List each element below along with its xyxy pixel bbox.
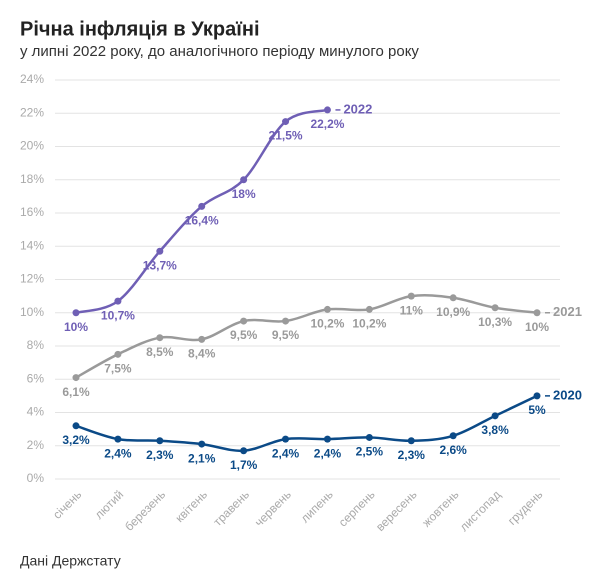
value-label: 8,5%	[146, 345, 174, 359]
legend-label: 2022	[343, 101, 372, 116]
point	[240, 447, 248, 455]
y-tick-label: 10%	[20, 305, 44, 319]
value-label: 10%	[64, 320, 88, 334]
y-tick-label: 4%	[27, 405, 45, 419]
value-label: 21,5%	[269, 129, 303, 143]
value-label: 6,1%	[62, 385, 90, 399]
point	[72, 374, 80, 382]
value-label: 1,7%	[230, 458, 258, 472]
point	[114, 350, 122, 358]
value-label: 2,3%	[398, 448, 426, 462]
x-tick-label: квітень	[172, 487, 210, 525]
point	[156, 247, 164, 255]
value-label: 2,3%	[146, 448, 174, 462]
point	[282, 435, 290, 443]
value-label: 2,1%	[188, 451, 216, 465]
point	[282, 118, 290, 126]
source: Дані Держстату	[20, 553, 121, 569]
x-tick-label: листопад	[457, 487, 504, 534]
value-label: 9,5%	[230, 328, 258, 342]
y-tick-label: 2%	[27, 438, 45, 452]
value-label: 7,5%	[104, 361, 132, 375]
value-label: 5%	[528, 403, 546, 417]
x-tick-label: травень	[211, 487, 252, 528]
y-tick-label: 24%	[20, 72, 44, 86]
legend-label: 2020	[553, 387, 582, 402]
value-label: 10,2%	[310, 317, 344, 331]
point	[114, 297, 122, 305]
value-label: 2,4%	[272, 446, 300, 460]
point	[449, 432, 457, 440]
x-tick-label: серпень	[336, 487, 378, 529]
legend-label: 2021	[553, 304, 582, 319]
y-tick-label: 20%	[20, 139, 44, 153]
point	[491, 412, 499, 420]
y-tick-label: 22%	[20, 105, 44, 119]
x-tick-label: березень	[122, 487, 168, 533]
x-tick-label: грудень	[505, 487, 545, 527]
point	[198, 335, 206, 343]
value-label: 2,5%	[356, 445, 384, 459]
value-label: 3,2%	[62, 433, 90, 447]
x-tick-label: жовтень	[419, 487, 461, 529]
value-label: 22,2%	[310, 117, 344, 131]
y-tick-label: 0%	[27, 471, 45, 485]
value-label: 2,6%	[440, 443, 468, 457]
x-tick-label: вересень	[373, 487, 420, 534]
point	[491, 304, 499, 312]
y-tick-label: 14%	[20, 238, 44, 252]
point	[407, 437, 415, 445]
point	[282, 317, 290, 325]
y-tick-label: 18%	[20, 172, 44, 186]
y-tick-label: 8%	[27, 338, 45, 352]
point	[323, 106, 331, 114]
value-label: 18%	[232, 187, 256, 201]
value-label: 13,7%	[143, 258, 177, 272]
point	[198, 440, 206, 448]
point	[449, 294, 457, 302]
point	[240, 176, 248, 184]
point	[72, 309, 80, 317]
x-tick-label: лютий	[92, 487, 126, 521]
point	[156, 334, 164, 342]
point	[156, 437, 164, 445]
y-tick-label: 6%	[27, 371, 45, 385]
point	[323, 305, 331, 313]
chart-title: Річна інфляція в Україні	[20, 18, 260, 40]
value-label: 9,5%	[272, 328, 300, 342]
value-label: 8,4%	[188, 347, 216, 361]
series-line	[75, 294, 538, 379]
point	[365, 305, 373, 313]
value-label: 3,8%	[481, 423, 509, 437]
value-label: 10%	[525, 320, 549, 334]
point	[323, 435, 331, 443]
point	[72, 422, 80, 430]
point	[114, 435, 122, 443]
y-tick-label: 12%	[20, 272, 44, 286]
y-tick-label: 16%	[20, 205, 44, 219]
point	[365, 433, 373, 441]
point	[533, 392, 541, 400]
series-line	[75, 394, 538, 453]
value-label: 2,4%	[314, 446, 342, 460]
value-label: 10,9%	[436, 305, 470, 319]
x-tick-label: січень	[50, 487, 84, 521]
value-label: 2,4%	[104, 446, 132, 460]
value-label: 10,7%	[101, 308, 135, 322]
point	[240, 317, 248, 325]
value-label: 10,3%	[478, 315, 512, 329]
point	[407, 292, 415, 300]
value-label: 16,4%	[185, 214, 219, 228]
value-label: 10,2%	[352, 317, 386, 331]
x-tick-label: липень	[298, 487, 336, 525]
chart-subtitle: у липні 2022 року, до аналогічного періо…	[20, 43, 419, 60]
x-tick-label: червень	[252, 487, 294, 529]
point	[533, 309, 541, 317]
point	[198, 202, 206, 210]
value-label: 11%	[400, 303, 424, 317]
